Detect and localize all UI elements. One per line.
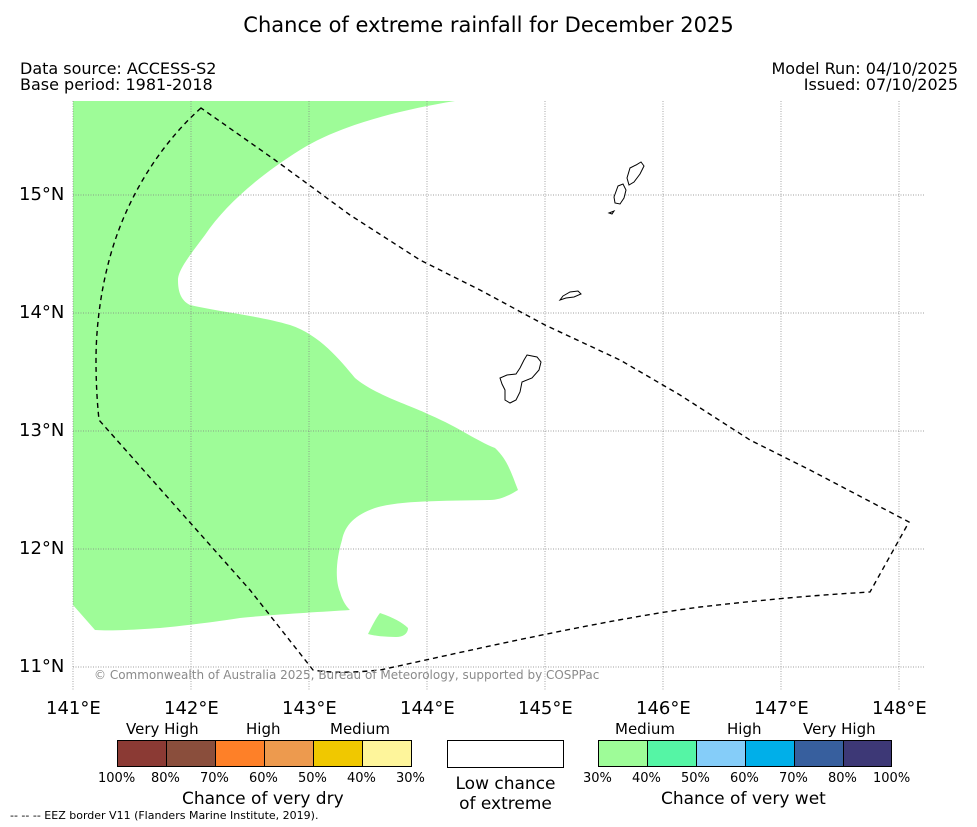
dry-swatch-4 xyxy=(264,740,314,767)
wet-tick-50: 50% xyxy=(681,771,710,786)
wet-category-medium: Medium xyxy=(615,720,675,738)
low-chance-line-1: Low chance xyxy=(455,774,556,794)
island-tinian xyxy=(613,183,627,205)
dry-swatch-5 xyxy=(313,740,363,767)
wet-tick-80: 80% xyxy=(828,771,857,786)
low-chance-line-2: of extreme xyxy=(459,794,552,814)
island-aguijan xyxy=(607,209,616,215)
dry-tick-30: 30% xyxy=(396,771,425,786)
wet-chance-region xyxy=(73,101,518,631)
lat-label-13n: 13°N xyxy=(19,420,65,441)
lat-label-14n: 14°N xyxy=(19,302,65,323)
wet-swatch-2 xyxy=(647,740,697,767)
dry-category-medium: Medium xyxy=(330,720,390,738)
lat-label-12n: 12°N xyxy=(19,538,65,559)
island-guam xyxy=(499,354,542,404)
dry-swatch-3 xyxy=(215,740,265,767)
lat-label-15n: 15°N xyxy=(19,184,65,205)
data-info: Data source: ACCESS-S2 Base period: 1981… xyxy=(20,61,216,93)
eez-footnote: -- -- -- EEZ border V11 (Flanders Marine… xyxy=(10,809,319,822)
wet-tick-60: 60% xyxy=(730,771,759,786)
issued-text: Issued: 07/10/2025 xyxy=(803,75,958,94)
dry-tick-50: 50% xyxy=(298,771,327,786)
island-saipan xyxy=(626,161,645,186)
lon-label-144e: 144°E xyxy=(400,698,455,719)
wet-category-high: High xyxy=(727,720,762,738)
lon-label-143e: 143°E xyxy=(282,698,337,719)
dry-tick-100: 100% xyxy=(98,771,136,786)
wet-category-very-high: Very High xyxy=(803,720,876,738)
wet-swatch-5 xyxy=(794,740,844,767)
dry-legend-caption: Chance of very dry xyxy=(182,789,344,809)
dry-tick-70: 70% xyxy=(200,771,229,786)
base-period-text: Base period: 1981-2018 xyxy=(20,75,213,94)
lon-label-142e: 142°E xyxy=(164,698,219,719)
dry-category-high: High xyxy=(246,720,281,738)
lon-label-148e: 148°E xyxy=(872,698,927,719)
wet-swatch-6 xyxy=(843,740,892,767)
wet-swatch-4 xyxy=(745,740,795,767)
wet-tick-100: 100% xyxy=(873,771,911,786)
dry-category-very-high: Very High xyxy=(126,720,199,738)
lon-label-145e: 145°E xyxy=(518,698,573,719)
wet-swatch-1 xyxy=(598,740,648,767)
chart-title: Chance of extreme rainfall for December … xyxy=(243,13,734,37)
wet-tick-40: 40% xyxy=(632,771,661,786)
lon-label-141e: 141°E xyxy=(46,698,101,719)
wet-legend-caption: Chance of very wet xyxy=(661,789,826,809)
wet-chance-islet xyxy=(368,613,408,637)
wet-swatch-3 xyxy=(696,740,746,767)
dry-swatch-1 xyxy=(117,740,167,767)
island-outlines xyxy=(499,161,645,404)
island-rota xyxy=(558,290,582,301)
grid-lines xyxy=(72,101,924,690)
wet-tick-30: 30% xyxy=(583,771,612,786)
lat-label-11n: 11°N xyxy=(19,656,65,677)
dry-tick-40: 40% xyxy=(347,771,376,786)
low-chance-swatch xyxy=(447,740,564,768)
dry-swatch-6 xyxy=(362,740,412,767)
dry-tick-80: 80% xyxy=(151,771,180,786)
lon-label-147e: 147°E xyxy=(754,698,809,719)
data-source-text: Data source: ACCESS-S2 xyxy=(20,59,217,78)
dry-tick-60: 60% xyxy=(249,771,278,786)
wet-tick-70: 70% xyxy=(779,771,808,786)
dry-swatch-2 xyxy=(166,740,216,767)
copyright-notice: © Commonwealth of Australia 2025, Bureau… xyxy=(94,668,600,682)
eez-border xyxy=(95,107,910,673)
run-info: Model Run: 04/10/2025 Issued: 07/10/2025 xyxy=(772,61,959,93)
lon-label-146e: 146°E xyxy=(636,698,691,719)
model-run-text: Model Run: 04/10/2025 xyxy=(771,59,959,78)
